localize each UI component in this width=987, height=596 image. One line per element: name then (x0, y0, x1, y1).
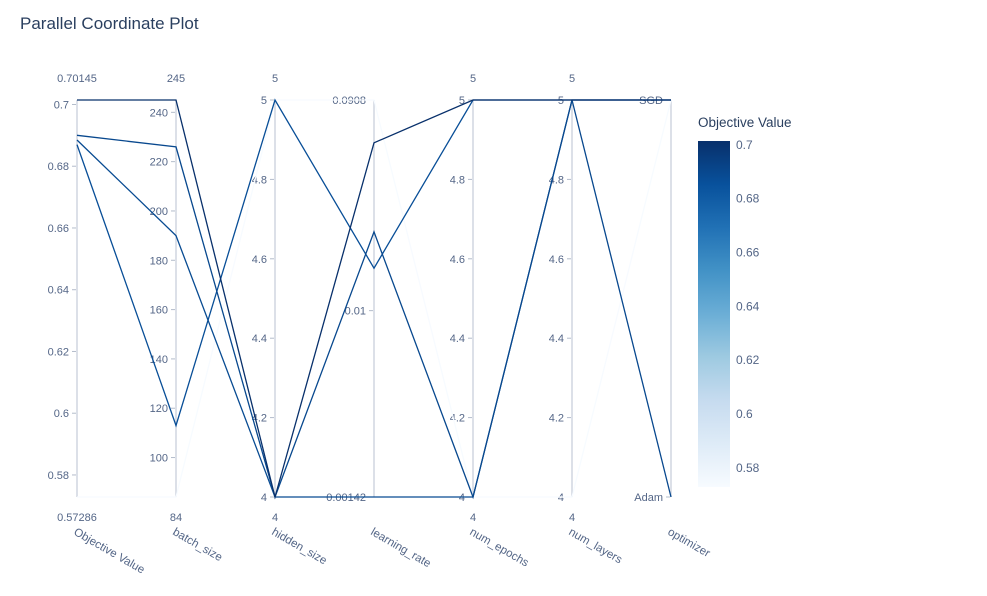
tick-label: 4.6 (549, 254, 564, 266)
axis-name-label: hidden_size (270, 526, 329, 567)
tick-label: 0.66 (48, 223, 69, 235)
tick-label: 5 (261, 95, 267, 107)
tick-label: 120 (150, 403, 168, 415)
colorbar-tick-label: 0.64 (736, 299, 760, 313)
colorbar-tick-label: 0.6 (736, 407, 753, 421)
tick-label: 4.4 (252, 333, 267, 345)
axis-min-label: 4 (272, 512, 278, 524)
axis-objective-value[interactable]: 0.7 0.68 0.66 0.64 0.62 0.6 0.58 0.70145 0.57286… (48, 73, 147, 576)
tick-label: 0.62 (48, 346, 69, 358)
tick-label: Adam (634, 492, 663, 504)
colorbar-title: Objective Value (698, 115, 792, 130)
tick-label: 0.7 (54, 99, 69, 111)
tick-label: 180 (150, 255, 168, 267)
axis-name-label: batch_size (171, 526, 225, 564)
colorbar: Objective Value 0.7 0.68 0.66 0.64 0.62 0.6 0.5… (698, 115, 792, 487)
axis-name-label: optimizer (666, 526, 713, 560)
axis-name-label: num_layers (567, 526, 625, 566)
trial-lines-group (76, 98, 672, 500)
colorbar-tick-label: 0.58 (736, 461, 760, 475)
axis-max-label: 245 (167, 73, 185, 85)
tick-label: 5 (558, 95, 564, 107)
tick-label: 4.6 (450, 254, 465, 266)
tick-label: 4.2 (549, 413, 564, 425)
tick-label: 0.00142 (326, 492, 366, 504)
axis-num-epochs[interactable]: 5 4.8 4.6 4.4 4.2 4 5 4 num_epochs (450, 73, 531, 570)
tick-label: 0.68 (48, 161, 69, 173)
axis-max-label: 5 (470, 73, 476, 85)
tick-label: 0.0908 (332, 95, 366, 107)
tick-label: 4.6 (252, 254, 267, 266)
tick-label: 4 (558, 492, 564, 504)
tick-label: 0.64 (48, 285, 69, 297)
tick-label: 160 (150, 305, 168, 317)
axis-max-label: 5 (569, 73, 575, 85)
axis-name-label: Objective Value (72, 526, 147, 576)
colorbar-tick-label: 0.66 (736, 246, 760, 260)
trial-line (77, 99, 671, 500)
axis-min-label: 4 (569, 512, 575, 524)
axis-name-label: num_epochs (468, 526, 531, 569)
tick-label: 240 (150, 107, 168, 119)
axis-min-label: 4 (470, 512, 476, 524)
colorbar-tick-label: 0.7 (736, 138, 753, 152)
tick-label: 4.8 (450, 174, 465, 186)
tick-label: SGD (639, 95, 663, 107)
colorbar-gradient[interactable] (698, 141, 730, 487)
tick-label: 0.6 (54, 408, 69, 420)
tick-label: 5 (459, 95, 465, 107)
tick-label: 220 (150, 157, 168, 169)
trial-line (77, 99, 672, 498)
axis-max-label: 0.70145 (57, 73, 97, 85)
tick-label: 100 (150, 453, 168, 465)
tick-label: 4.2 (252, 413, 267, 425)
tick-label: 4 (459, 492, 465, 504)
tick-label: 0.01 (345, 306, 366, 318)
colorbar-tick-label: 0.62 (736, 353, 760, 367)
tick-label: 0.58 (48, 470, 69, 482)
tick-label: 4.4 (549, 333, 564, 345)
axis-min-label: 84 (170, 512, 182, 524)
axes-group: 0.7 0.68 0.66 0.64 0.62 0.6 0.58 0.70145 0.57286… (48, 73, 712, 576)
plot-title: Parallel Coordinate Plot (20, 14, 199, 33)
tick-label: 4.4 (450, 333, 465, 345)
axis-max-label: 5 (272, 73, 278, 85)
colorbar-tick-label: 0.68 (736, 192, 760, 206)
tick-label: 4 (261, 492, 267, 504)
axis-name-label: learning_rate (369, 526, 433, 570)
tick-label: 4.2 (450, 413, 465, 425)
axis-learning-rate[interactable]: 0.0908 0.01 0.00142 learning_rate (326, 95, 432, 570)
axis-min-label: 0.57286 (57, 512, 97, 524)
